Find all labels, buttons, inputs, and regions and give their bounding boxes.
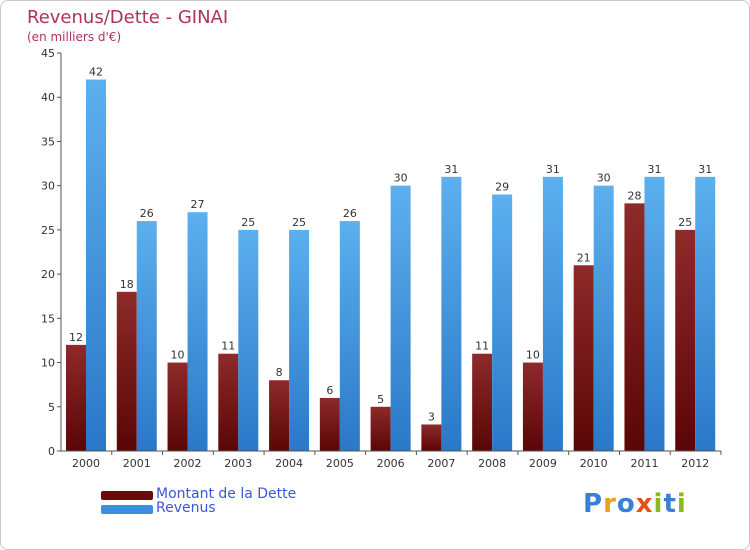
bar-revenus	[441, 176, 462, 452]
bar-debt	[218, 353, 239, 451]
legend-label-debt: Montant de la Dette	[156, 486, 297, 502]
legend-swatch-debt	[101, 491, 153, 500]
data-label-debt: 21	[577, 251, 591, 264]
y-tick-label: 45	[41, 47, 55, 60]
bar-debt	[167, 362, 188, 451]
logo-letter: i	[653, 489, 664, 519]
bar-debt	[421, 424, 442, 451]
bar-debt	[522, 362, 543, 451]
bar-revenus	[492, 194, 513, 451]
x-tick-label: 2002	[174, 457, 202, 470]
bar-revenus	[644, 176, 665, 452]
bar-revenus	[86, 79, 106, 452]
bar-revenus	[136, 221, 157, 451]
x-tick-label: 2005	[326, 457, 354, 470]
chart-subtitle: (en milliers d'€)	[27, 30, 122, 44]
data-label-revenus: 31	[444, 163, 458, 176]
x-tick-label: 2006	[377, 457, 405, 470]
data-label-debt: 25	[678, 216, 692, 229]
bar-debt	[370, 406, 391, 451]
x-tick-label: 2008	[478, 457, 506, 470]
data-label-debt: 12	[69, 331, 83, 344]
data-label-revenus: 26	[140, 207, 154, 220]
y-tick-label: 10	[41, 357, 55, 370]
data-label-revenus: 25	[292, 216, 306, 229]
x-tick-label: 2000	[72, 457, 100, 470]
bar-revenus	[289, 229, 310, 451]
x-tick-label: 2010	[580, 457, 608, 470]
data-label-revenus: 31	[546, 163, 560, 176]
y-tick-label: 40	[41, 91, 55, 104]
data-label-debt: 11	[221, 340, 235, 353]
x-tick-label: 2011	[630, 457, 658, 470]
bar-revenus	[238, 229, 259, 451]
bar-debt	[573, 265, 594, 451]
data-label-revenus: 31	[698, 163, 712, 176]
y-tick-label: 0	[48, 445, 55, 458]
bar-debt	[472, 353, 493, 451]
chart-title: Revenus/Dette - GINAI	[27, 7, 229, 28]
legend-label-revenus: Revenus	[156, 500, 216, 516]
proxiti-logo: Proxiti	[583, 489, 687, 519]
logo-letter: P	[583, 489, 604, 519]
logo-letter: i	[676, 489, 687, 519]
bar-debt	[66, 344, 86, 451]
y-tick-label: 30	[41, 180, 55, 193]
data-label-revenus: 42	[89, 66, 103, 79]
data-label-debt: 10	[526, 349, 540, 362]
bar-debt	[624, 203, 645, 451]
logo-letter: t	[663, 489, 677, 519]
x-tick-label: 2009	[529, 457, 557, 470]
bar-revenus	[542, 176, 563, 452]
x-tick-label: 2007	[427, 457, 455, 470]
bar-revenus	[593, 185, 614, 451]
data-label-debt: 3	[428, 410, 435, 423]
bar-debt	[319, 397, 340, 451]
x-tick-label: 2001	[123, 457, 151, 470]
bar-revenus	[339, 221, 360, 451]
data-label-revenus: 26	[343, 207, 357, 220]
y-tick-label: 25	[41, 224, 55, 237]
x-tick-label: 2012	[681, 457, 709, 470]
bar-revenus	[695, 176, 716, 452]
data-label-revenus: 29	[495, 181, 509, 194]
x-tick-label: 2003	[224, 457, 252, 470]
logo-letter: o	[616, 489, 636, 519]
y-tick-label: 15	[41, 312, 55, 325]
legend-swatch-revenus	[101, 505, 153, 514]
logo-letter: x	[635, 489, 654, 519]
data-label-revenus: 30	[394, 172, 408, 185]
x-tick-label: 2004	[275, 457, 303, 470]
data-label-debt: 10	[171, 349, 185, 362]
bar-debt	[116, 291, 137, 451]
data-label-revenus: 30	[597, 172, 611, 185]
bar-debt	[675, 229, 696, 451]
data-label-debt: 11	[475, 340, 489, 353]
data-label-debt: 5	[377, 393, 384, 406]
data-label-debt: 28	[627, 189, 641, 202]
logo-letter: r	[603, 489, 617, 519]
bar-revenus	[390, 185, 411, 451]
y-tick-label: 5	[48, 401, 55, 414]
y-tick-label: 35	[41, 135, 55, 148]
data-label-debt: 18	[120, 278, 134, 291]
y-tick-label: 20	[41, 268, 55, 281]
data-label-revenus: 25	[241, 216, 255, 229]
data-label-debt: 8	[276, 366, 283, 379]
data-label-revenus: 27	[191, 198, 205, 211]
bar-revenus	[187, 212, 208, 451]
bar-debt	[269, 380, 290, 451]
data-label-debt: 6	[326, 384, 333, 397]
data-label-revenus: 31	[647, 163, 661, 176]
